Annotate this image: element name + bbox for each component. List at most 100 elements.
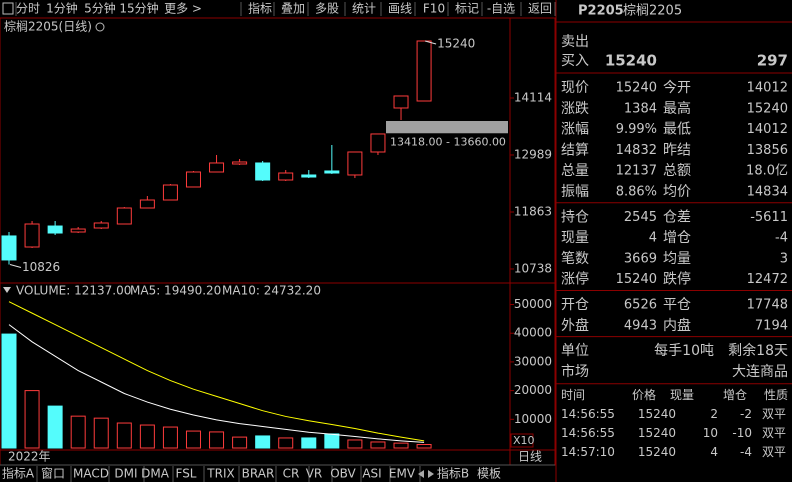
trade-cell: 双平 xyxy=(762,445,786,459)
trade-header: 现量 xyxy=(670,388,694,402)
toolbar-button[interactable]: 返回 xyxy=(528,2,552,16)
quote-value: 6526 xyxy=(624,298,657,313)
quote-value: 14012 xyxy=(747,81,788,96)
quote-value: 4943 xyxy=(624,318,657,333)
toolbar-button[interactable]: 画线 xyxy=(388,2,412,16)
toolbar-button[interactable]: 叠加 xyxy=(281,2,305,16)
quote-label: 仓差 xyxy=(663,209,691,225)
indicator-tab[interactable]: EMV xyxy=(389,467,416,481)
period-label: 日线 xyxy=(518,450,542,464)
candle-body xyxy=(24,223,40,248)
candle-body xyxy=(324,170,340,174)
toolbar-button[interactable]: F10 xyxy=(423,2,445,16)
quote-value: 15240 xyxy=(616,81,657,96)
chart-title: 棕榈2205(日线) xyxy=(4,19,92,34)
volume-bar xyxy=(232,436,248,449)
indicator-tab[interactable]: VR xyxy=(306,467,323,481)
quote-label: 内盘 xyxy=(663,317,691,334)
quote-value: 12137 xyxy=(616,164,657,179)
toolbar-button[interactable]: 标记 xyxy=(455,2,479,16)
volume-bar xyxy=(324,433,340,449)
indicator-tab[interactable]: DMA xyxy=(141,467,170,481)
volume-bar xyxy=(1,333,17,449)
band-label: 13418.00 - 13660.00 xyxy=(390,135,506,148)
y-tick-label: 30000 xyxy=(514,354,552,368)
quote-value: 15240 xyxy=(616,272,657,287)
quote-value: 8.86% xyxy=(616,185,657,200)
quote-label: 持仓 xyxy=(561,209,589,225)
indicator-tab[interactable]: 指标A xyxy=(2,466,35,481)
volume-bar xyxy=(278,437,294,449)
toolbar-button[interactable]: 1分钟 xyxy=(46,1,78,16)
quote-value: 18.0亿 xyxy=(746,164,788,179)
date-label: 2022年 xyxy=(8,450,51,464)
candle-body xyxy=(116,207,132,225)
symbol: P2205 xyxy=(578,4,624,19)
annotation-line xyxy=(424,40,437,45)
indicator-tab[interactable]: MACD xyxy=(73,467,109,481)
indicator-tab[interactable]: 窗口 xyxy=(41,467,65,481)
info-label: 单位 xyxy=(561,343,589,359)
menu-icon[interactable] xyxy=(2,2,14,15)
toolbar-button[interactable]: 指标 xyxy=(248,1,272,16)
quote-value: 7194 xyxy=(755,318,788,333)
candle-body xyxy=(416,40,432,102)
quote-value: -4 xyxy=(775,231,788,246)
quote-label: 涨停 xyxy=(561,271,589,288)
trade-cell: 双平 xyxy=(762,407,786,421)
indicator-tab[interactable]: OBV xyxy=(330,467,356,481)
quote-label: 增仓 xyxy=(663,230,691,246)
indicator-tab[interactable]: 指标B xyxy=(437,466,469,481)
quote-label: 笔数 xyxy=(561,251,589,267)
trade-cell: 4 xyxy=(710,445,718,459)
y-tick-label: 14114 xyxy=(514,91,552,105)
toolbar-button[interactable]: 分时 xyxy=(16,2,40,16)
trade-cell: 15240 xyxy=(638,445,676,459)
quote-value: 14832 xyxy=(616,143,657,158)
volume-bar xyxy=(347,439,363,449)
toolbar-button[interactable]: 多股 xyxy=(315,2,339,16)
scroll-left[interactable] xyxy=(418,470,424,478)
candle-body xyxy=(255,162,271,181)
toolbar-button[interactable]: 更多 > xyxy=(164,2,202,16)
quote-value: 12472 xyxy=(747,272,788,287)
candle-body xyxy=(301,174,317,178)
indicator-tab[interactable]: DMI xyxy=(114,467,137,481)
volume-bar xyxy=(116,422,132,449)
indicator-tab[interactable]: ASI xyxy=(362,467,381,481)
trade-cell: -10 xyxy=(732,426,752,440)
indicator-tab[interactable]: TRIX xyxy=(206,467,234,481)
quote-label: 今开 xyxy=(663,80,691,96)
indicator-tab[interactable]: CR xyxy=(283,467,300,481)
candle-body xyxy=(185,171,201,188)
indicator-tab[interactable]: 模板 xyxy=(477,467,501,481)
settings-icon[interactable] xyxy=(95,22,105,32)
quote-label: 最低 xyxy=(663,122,691,138)
scroll-right[interactable] xyxy=(428,470,434,478)
collapse-icon[interactable] xyxy=(3,287,11,293)
candle-body xyxy=(162,184,178,201)
quote-label: 平仓 xyxy=(663,297,691,313)
quote-label: 昨结 xyxy=(663,142,691,158)
info-value: 大连商品 xyxy=(732,364,788,380)
quote-value: 2545 xyxy=(624,210,657,225)
candle-body xyxy=(70,228,86,233)
quote-value: 13856 xyxy=(747,143,788,158)
volume-bar xyxy=(209,431,225,449)
indicator-tab[interactable]: BRAR xyxy=(242,467,275,481)
toolbar-button[interactable]: 5分钟 xyxy=(84,1,116,16)
annotation-label: 10826 xyxy=(22,260,60,274)
indicator-tab[interactable]: FSL xyxy=(176,467,197,481)
toolbar-button[interactable]: 15分钟 xyxy=(119,1,158,16)
toolbar-button[interactable]: -自选 xyxy=(487,2,515,16)
y-tick-label: 11863 xyxy=(514,205,552,219)
trade-header: 时间 xyxy=(561,388,585,402)
volume-bar xyxy=(301,437,317,449)
buy-label: 买入 xyxy=(561,53,589,69)
toolbar-button[interactable]: 统计 xyxy=(352,2,376,16)
chart-frame xyxy=(0,17,556,466)
quote-label: 外盘 xyxy=(561,317,589,334)
volume-bar xyxy=(47,405,63,449)
volume-bar xyxy=(70,415,86,449)
